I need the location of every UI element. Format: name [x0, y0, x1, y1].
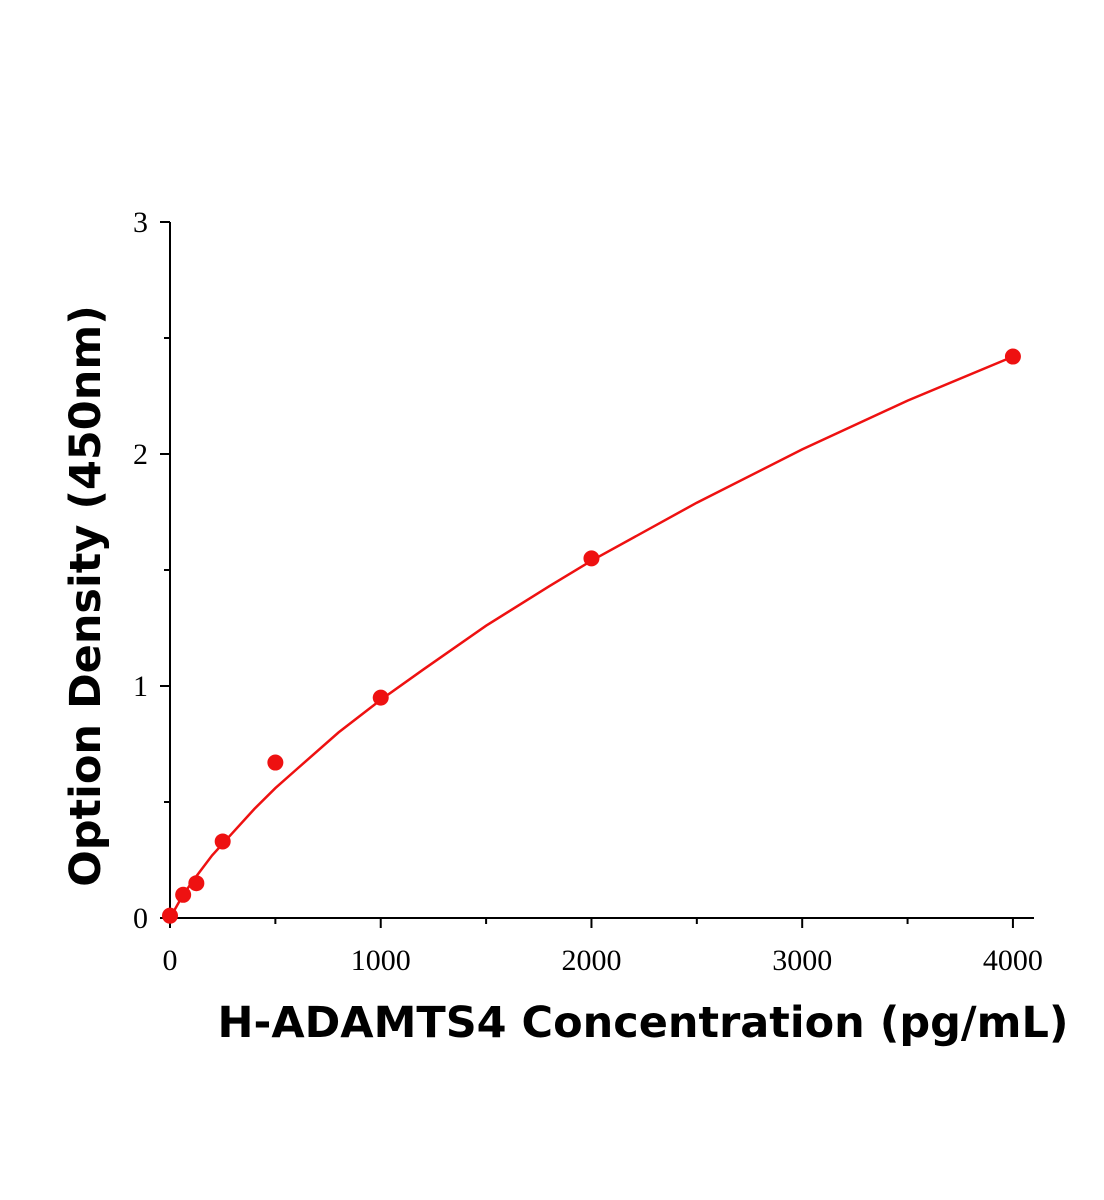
data-point: [175, 886, 192, 903]
x-tick-label: 0: [163, 944, 178, 977]
y-tick-label: 1: [133, 670, 148, 703]
x-tick-label: 2000: [561, 944, 621, 977]
x-axis-title: H-ADAMTS4 Concentration (pg/mL): [217, 998, 1068, 1048]
x-tick-label: 1000: [351, 944, 411, 977]
y-axis-title: Option Density (450nm): [61, 305, 111, 887]
data-point: [188, 875, 205, 892]
x-tick-label: 3000: [772, 944, 832, 977]
data-point: [583, 550, 600, 567]
series-layer: [162, 348, 1021, 924]
data-point: [162, 907, 178, 924]
y-tick-label: 0: [133, 902, 148, 935]
data-point: [1004, 348, 1021, 365]
y-tick-label: 3: [133, 206, 148, 239]
axes: [169, 222, 1034, 919]
data-point: [372, 689, 389, 706]
data-point: [267, 754, 284, 771]
fit-curve: [168, 355, 1014, 919]
x-tick-label: 4000: [983, 944, 1043, 977]
ticks: [160, 221, 1014, 928]
y-tick-label: 2: [133, 438, 148, 471]
data-point: [214, 833, 231, 850]
tick-labels: 0 1000 2000 3000 4000 0 1 2 3: [133, 206, 1043, 977]
